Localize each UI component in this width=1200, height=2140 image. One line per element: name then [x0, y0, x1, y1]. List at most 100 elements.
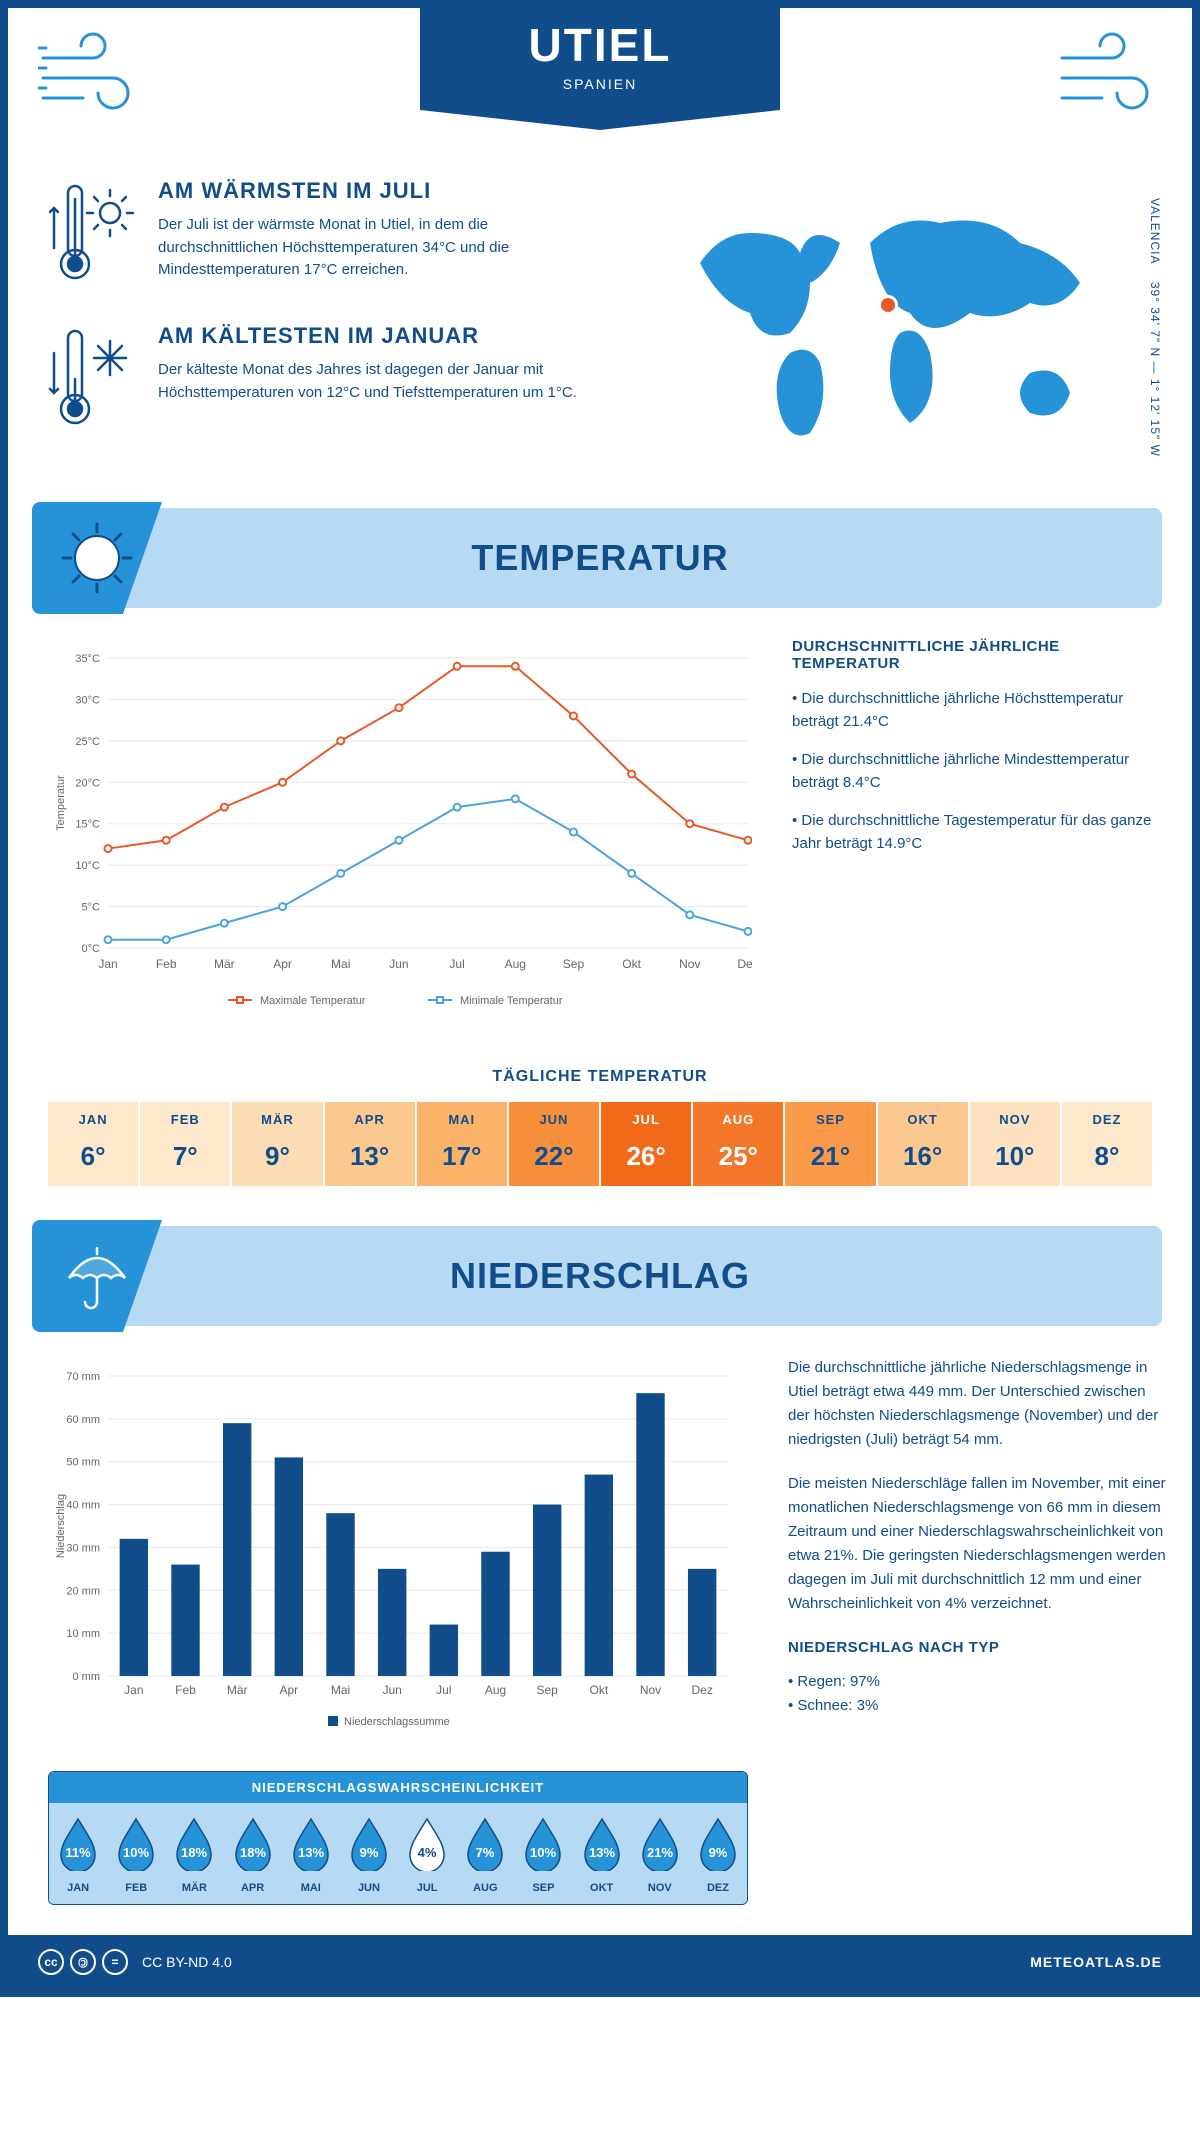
svg-text:60 mm: 60 mm — [66, 1414, 100, 1426]
intro-section: AM WÄRMSTEN IM JULI Der Juli ist der wär… — [8, 158, 1192, 498]
warmest-text: Der Juli ist der wärmste Monat in Utiel,… — [158, 214, 608, 282]
temp-fact-1: • Die durchschnittliche jährliche Höchst… — [792, 688, 1152, 733]
svg-text:50 mm: 50 mm — [66, 1457, 100, 1469]
svg-text:4%: 4% — [418, 1845, 437, 1860]
thermometer-snow-icon — [48, 323, 138, 438]
by-icon: 🄯 — [70, 1949, 96, 1975]
coldest-title: AM KÄLTESTEN IM JANUAR — [158, 323, 608, 349]
precip-snow: • Schnee: 3% — [788, 1694, 1168, 1718]
precip-p2: Die meisten Niederschläge fallen im Nove… — [788, 1472, 1168, 1616]
prob-cell: 7%AUG — [456, 1803, 514, 1904]
prob-cell: 11%JAN — [49, 1803, 107, 1904]
wind-icon — [1042, 28, 1162, 123]
section-title-temp: TEMPERATUR — [471, 537, 728, 579]
lat-label: 39° 34' 7" N — [1148, 282, 1162, 357]
heat-cell: OKT16° — [878, 1102, 970, 1186]
prob-cell: 10%FEB — [107, 1803, 165, 1904]
svg-text:0 mm: 0 mm — [73, 1671, 101, 1683]
thermometer-sun-icon — [48, 178, 138, 293]
prob-cell: 18%MÄR — [165, 1803, 223, 1904]
svg-text:35°C: 35°C — [75, 653, 100, 665]
svg-text:13%: 13% — [298, 1845, 324, 1860]
region-label: VALENCIA — [1148, 198, 1162, 264]
svg-text:Mär: Mär — [214, 957, 235, 971]
svg-text:Nov: Nov — [679, 957, 700, 971]
svg-text:18%: 18% — [181, 1845, 207, 1860]
svg-text:Feb: Feb — [156, 957, 177, 971]
section-header-temperature: TEMPERATUR — [38, 508, 1162, 608]
heat-cell: MAI17° — [417, 1102, 509, 1186]
svg-text:Maximale Temperatur: Maximale Temperatur — [260, 995, 366, 1007]
precip-p1: Die durchschnittliche jährliche Niedersc… — [788, 1356, 1168, 1452]
prob-cell: 18%APR — [224, 1803, 282, 1904]
coldest-text: Der kälteste Monat des Jahres ist dagege… — [158, 359, 608, 404]
svg-text:Jun: Jun — [382, 1683, 401, 1697]
heat-cell: APR13° — [325, 1102, 417, 1186]
svg-text:Sep: Sep — [536, 1683, 558, 1697]
lon-label: 1° 12' 15" W — [1148, 379, 1162, 457]
svg-text:Feb: Feb — [175, 1683, 196, 1697]
precipitation-text: Die durchschnittliche jährliche Niedersc… — [788, 1356, 1168, 1905]
temperature-line-chart: 0°C5°C10°C15°C20°C25°C30°C35°CJanFebMärA… — [48, 638, 752, 1018]
prob-cell: 21%NOV — [631, 1803, 689, 1904]
heat-cell: AUG25° — [693, 1102, 785, 1186]
svg-text:13%: 13% — [589, 1845, 615, 1860]
svg-text:9%: 9% — [709, 1845, 728, 1860]
svg-text:Mai: Mai — [331, 1683, 350, 1697]
svg-text:15°C: 15°C — [75, 819, 100, 831]
svg-text:70 mm: 70 mm — [66, 1371, 100, 1383]
heat-cell: NOV10° — [970, 1102, 1062, 1186]
svg-text:30°C: 30°C — [75, 694, 100, 706]
prob-cell: 9%JUN — [340, 1803, 398, 1904]
svg-text:Apr: Apr — [279, 1683, 298, 1697]
heat-cell: FEB7° — [140, 1102, 232, 1186]
svg-text:Minimale Temperatur: Minimale Temperatur — [460, 995, 563, 1007]
svg-text:Apr: Apr — [273, 957, 292, 971]
prob-cell: 13%OKT — [573, 1803, 631, 1904]
svg-text:Okt: Okt — [589, 1683, 608, 1697]
svg-text:Aug: Aug — [485, 1683, 506, 1697]
daily-temp-heading: TÄGLICHE TEMPERATUR — [8, 1068, 1192, 1086]
temp-fact-3: • Die durchschnittliche Tagestemperatur … — [792, 810, 1152, 855]
license-text: CC BY-ND 4.0 — [142, 1954, 232, 1970]
svg-text:5°C: 5°C — [82, 902, 101, 914]
prob-cell: 13%MAI — [282, 1803, 340, 1904]
brand-text: METEOATLAS.DE — [1030, 1954, 1162, 1970]
coordinates: VALENCIA 39° 34' 7" N — 1° 12' 15" W — [1148, 198, 1162, 457]
svg-text:Jul: Jul — [449, 957, 464, 971]
svg-text:Okt: Okt — [622, 957, 641, 971]
svg-text:Aug: Aug — [505, 957, 526, 971]
svg-text:0°C: 0°C — [82, 943, 101, 955]
svg-text:Mai: Mai — [331, 957, 350, 971]
heat-cell: JUL26° — [601, 1102, 693, 1186]
nd-icon: = — [102, 1949, 128, 1975]
cc-icons: cc 🄯 = — [38, 1949, 128, 1975]
temperature-facts: DURCHSCHNITTLICHE JÄHRLICHE TEMPERATUR •… — [792, 638, 1152, 1018]
precipitation-bar-chart: 0 mm 10 mm 20 mm 30 mm 40 mm 50 mm 60 mm 70 mm J… — [48, 1356, 748, 1736]
sun-icon — [32, 502, 162, 614]
prob-cell: 9%DEZ — [689, 1803, 747, 1904]
wind-icon — [38, 28, 158, 123]
world-map: VALENCIA 39° 34' 7" N — 1° 12' 15" W — [648, 178, 1152, 468]
cc-icon: cc — [38, 1949, 64, 1975]
svg-text:20°C: 20°C — [75, 777, 100, 789]
svg-text:Niederschlag: Niederschlag — [55, 1494, 67, 1558]
svg-text:30 mm: 30 mm — [66, 1542, 100, 1554]
warmest-title: AM WÄRMSTEN IM JULI — [158, 178, 608, 204]
svg-text:10 mm: 10 mm — [66, 1628, 100, 1640]
svg-text:10%: 10% — [123, 1845, 149, 1860]
svg-text:25°C: 25°C — [75, 736, 100, 748]
precip-rain: • Regen: 97% — [788, 1670, 1168, 1694]
svg-text:Jan: Jan — [124, 1683, 143, 1697]
heat-cell: SEP21° — [785, 1102, 877, 1186]
city-name: UTIEL — [420, 18, 780, 72]
prob-title: NIEDERSCHLAGSWAHRSCHEINLICHKEIT — [49, 1772, 747, 1803]
svg-text:11%: 11% — [65, 1845, 91, 1860]
svg-text:7%: 7% — [476, 1845, 495, 1860]
heat-cell: JUN22° — [509, 1102, 601, 1186]
svg-text:20 mm: 20 mm — [66, 1585, 100, 1597]
temp-fact-2: • Die durchschnittliche jährliche Mindes… — [792, 749, 1152, 794]
svg-text:10%: 10% — [530, 1845, 556, 1860]
svg-text:40 mm: 40 mm — [66, 1500, 100, 1512]
prob-cell: 10%SEP — [514, 1803, 572, 1904]
